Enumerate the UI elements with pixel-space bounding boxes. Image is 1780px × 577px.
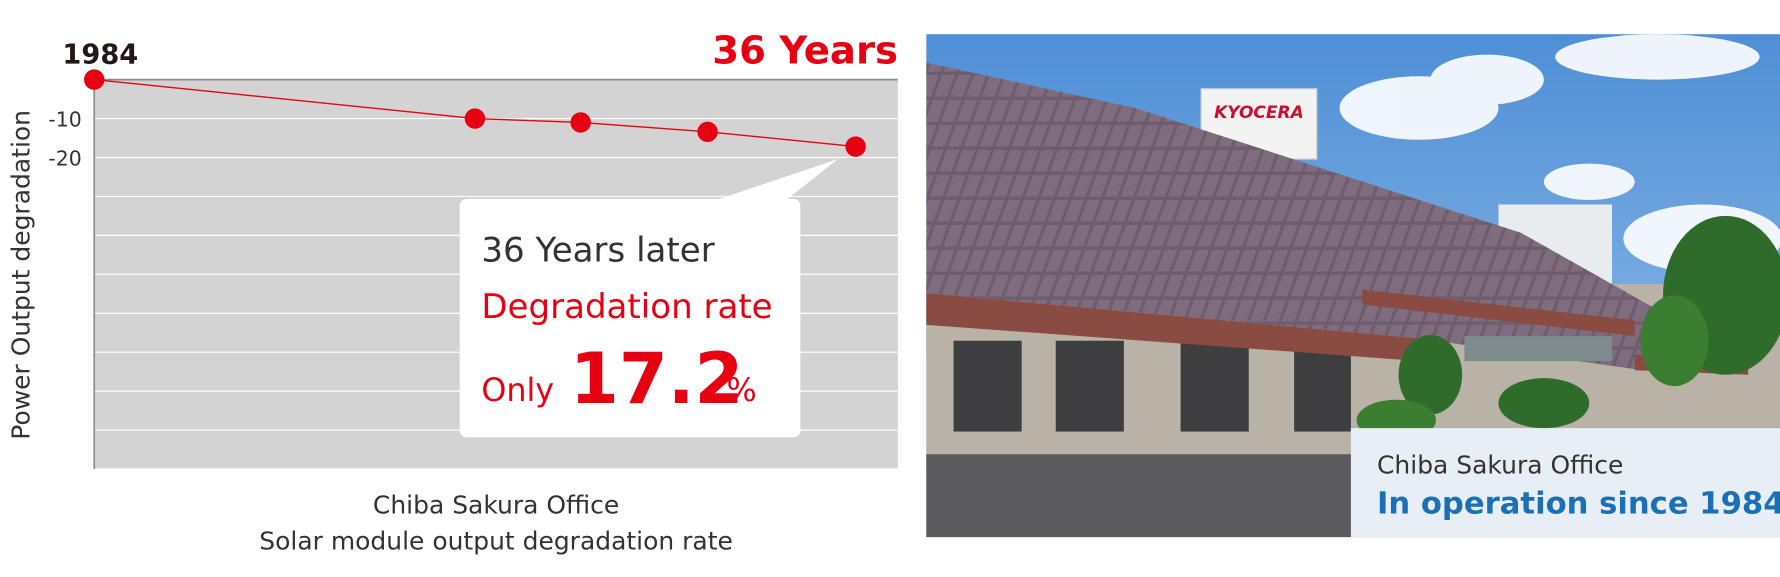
- callout-text: Degradation rate: [481, 287, 772, 327]
- data-point: [845, 136, 866, 157]
- y-axis-label: Power Output degradation: [7, 110, 36, 440]
- callout-value: 17.2: [570, 338, 744, 420]
- callout-box: [459, 198, 801, 438]
- roof-edge: [1362, 289, 1635, 337]
- sign-text: KYOCERA: [1214, 103, 1304, 123]
- caption-line: Chiba Sakura Office: [373, 490, 619, 519]
- data-point: [84, 69, 105, 90]
- photo-caption: Chiba Sakura Office: [1377, 451, 1623, 480]
- caption-line: Solar module output degradation rate: [259, 527, 733, 556]
- photo-caption-highlight: In operation since 1984: [1377, 486, 1780, 521]
- y-tick-label: -20: [48, 146, 81, 170]
- chart: -10 -20 1984 36 Years Power Output degrad…: [7, 29, 898, 556]
- start-annotation: 1984: [62, 40, 138, 71]
- y-ticks: -10 -20: [48, 108, 81, 171]
- canopy: [1464, 336, 1612, 362]
- callout-text: 36 Years later: [481, 230, 714, 270]
- end-annotation: 36 Years: [712, 29, 898, 74]
- y-tick-label: -10: [48, 108, 81, 132]
- windows: [953, 340, 1351, 432]
- callout-unit: %: [727, 373, 757, 409]
- callout: 36 Years later Degradation rate Only 17.…: [459, 159, 838, 438]
- callout-pointer: [709, 159, 838, 203]
- callout-text: Only: [481, 373, 554, 409]
- data-point: [464, 108, 486, 129]
- roof-edge: [926, 293, 1422, 362]
- solar-roof: [926, 62, 1749, 370]
- photo-caption-box: [1350, 428, 1780, 538]
- data-point: [697, 121, 718, 143]
- trees: [1356, 215, 1780, 441]
- series: [84, 69, 866, 157]
- data-point: [570, 112, 591, 133]
- photo: KYOCERA Chiba Sakura Office In operation…: [926, 34, 1780, 538]
